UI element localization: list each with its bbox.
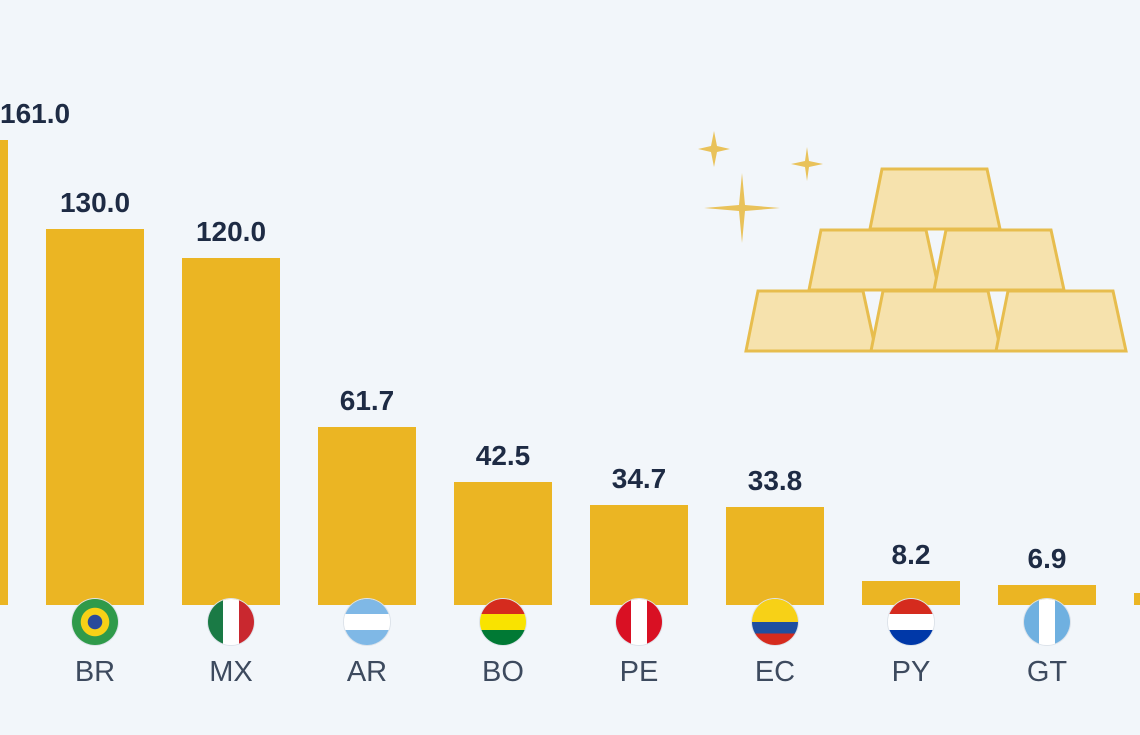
bar-unlabeled-0 — [0, 139, 8, 605]
flag-bo-icon — [480, 599, 526, 645]
flag-mx-icon — [208, 599, 254, 645]
flag-py-icon — [888, 599, 934, 645]
flag-gt-icon — [1024, 599, 1070, 645]
data-label: 6.9 — [1027, 543, 1067, 575]
data-label: 120.0 — [195, 216, 267, 248]
tick-label: AR — [346, 656, 388, 688]
tick-label: PY — [891, 656, 931, 688]
tick-label: GT — [1026, 656, 1068, 688]
bar-PE — [590, 504, 688, 605]
gold-bars-icon — [698, 131, 1128, 353]
data-label: 34.7 — [611, 462, 667, 494]
bar-PY — [862, 581, 960, 605]
sparkle-icon — [698, 131, 823, 243]
flag-ec-icon — [752, 599, 798, 645]
bar-BR — [46, 229, 144, 605]
tick-label: EC — [754, 656, 796, 688]
bar-BO — [454, 482, 552, 605]
bar-MX — [182, 258, 280, 605]
data-label: 8.2 — [891, 539, 931, 571]
bar-GT — [998, 585, 1096, 605]
tick-label: MX — [209, 656, 253, 688]
tick-label: BR — [74, 656, 116, 688]
flag-ar-icon — [344, 599, 390, 645]
data-label: 130.0 — [59, 187, 131, 219]
bar-unlabeled-9 — [1134, 593, 1140, 605]
bar-EC — [726, 507, 824, 605]
flag-pe-icon — [616, 599, 662, 645]
data-label: 61.7 — [339, 384, 395, 416]
data-label: 33.8 — [747, 465, 803, 497]
bar-AR — [318, 426, 416, 605]
tick-label: PE — [619, 656, 659, 688]
data-label: 42.5 — [475, 440, 531, 472]
flag-br-icon — [72, 599, 118, 645]
data-label: 161.0 — [0, 97, 71, 129]
tick-label: BO — [482, 656, 524, 688]
